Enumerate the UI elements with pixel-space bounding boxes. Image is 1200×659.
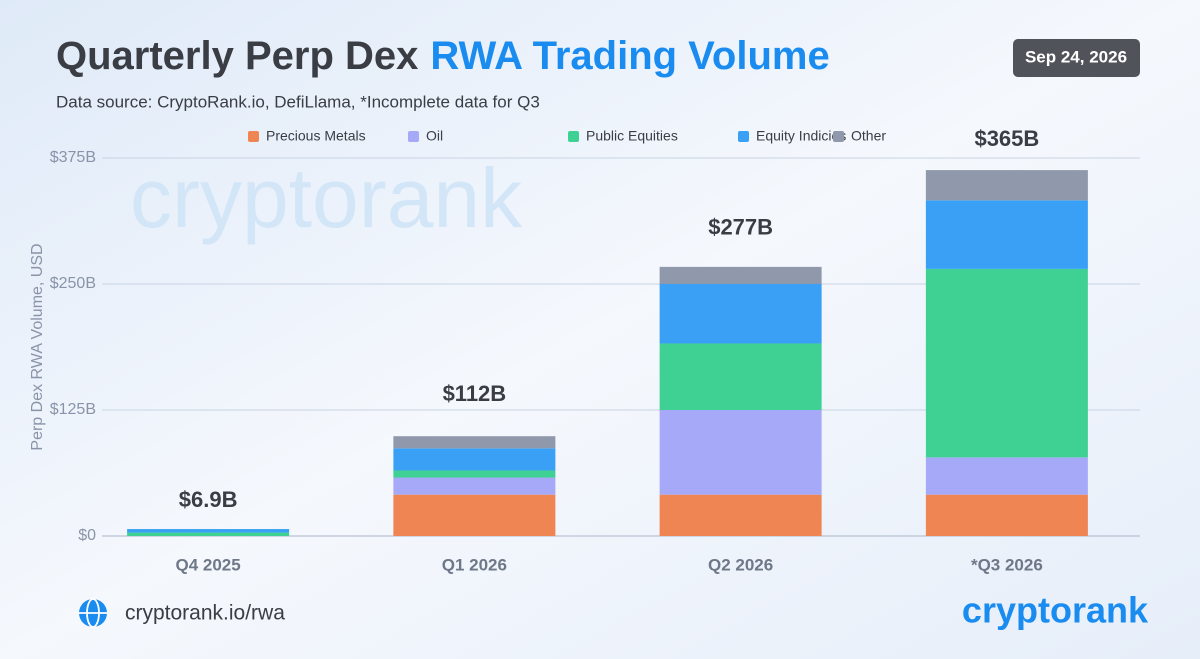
y-tick-label: $125B <box>50 401 96 418</box>
bar-segment <box>393 477 556 495</box>
bar-segment <box>127 529 290 533</box>
total-label: $6.9B <box>179 487 238 512</box>
legend-label: Public Equities <box>586 128 678 144</box>
title-part: Quarterly Perp Dex <box>56 34 418 78</box>
legend-label: Other <box>851 128 886 144</box>
legend-label: Equity Indicies <box>756 128 846 144</box>
bar-segment <box>925 268 1088 458</box>
logo: cryptorank <box>962 590 1149 631</box>
x-tick-label: Q1 2026 <box>442 555 507 574</box>
bar-segment <box>393 470 556 478</box>
bar-segment <box>393 436 556 449</box>
y-tick-label: $250B <box>50 275 96 292</box>
bar-segment <box>393 494 556 536</box>
legend-label: Oil <box>426 128 443 144</box>
total-label: $277B <box>708 215 773 240</box>
legend-swatch <box>248 131 259 142</box>
legend-swatch <box>568 131 579 142</box>
x-tick-label: Q2 2026 <box>708 555 773 574</box>
y-tick-label: $0 <box>78 527 96 544</box>
bar-segment <box>925 457 1088 495</box>
footer-link[interactable]: cryptorank.io/rwa <box>125 602 285 625</box>
watermark: cryptorank <box>130 151 523 245</box>
bar-segment <box>659 266 822 284</box>
bar-segment <box>659 343 822 410</box>
bar-segment <box>659 494 822 536</box>
date: Sep 24, 2026 <box>1025 47 1127 66</box>
bar-segment <box>925 494 1088 536</box>
bar-segment <box>659 410 822 495</box>
legend-label: Precious Metals <box>266 128 366 144</box>
bar-segment <box>925 170 1088 201</box>
x-tick-label: *Q3 2026 <box>971 555 1043 574</box>
y-axis-label: Perp Dex RWA Volume, USD <box>29 243 46 450</box>
subtitle: Data source: CryptoRank.io, DefiLlama, *… <box>56 92 540 111</box>
date-badge <box>1013 39 1140 77</box>
bar-segment <box>925 200 1088 269</box>
chart-title: Quarterly Perp Dex RWA Trading Volume <box>56 34 830 78</box>
y-tick-label: $375B <box>50 149 96 166</box>
legend-swatch <box>738 131 749 142</box>
legend-swatch <box>833 131 844 142</box>
x-tick-label: Q4 2025 <box>176 555 241 574</box>
total-label: $365B <box>974 126 1039 151</box>
total-label: $112B <box>443 381 507 406</box>
bar-segment <box>127 532 290 536</box>
legend-swatch <box>408 131 419 142</box>
bar-segment <box>659 284 822 344</box>
title-highlight: RWA Trading Volume <box>430 34 829 78</box>
bar-segment <box>393 448 556 471</box>
